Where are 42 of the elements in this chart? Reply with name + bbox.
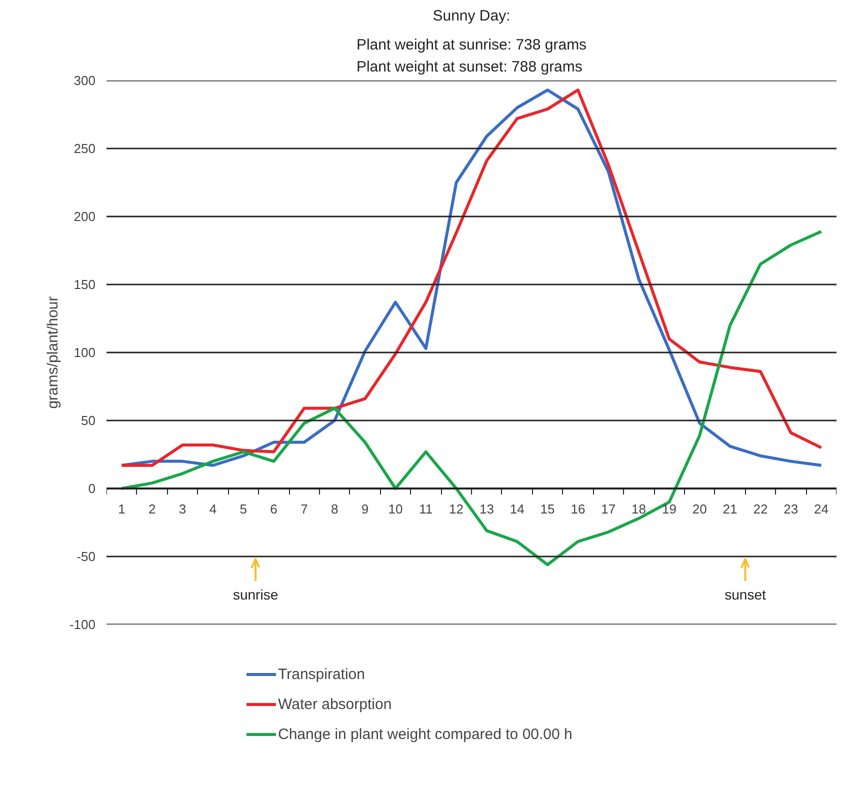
x-tick-label: 3 (178, 502, 186, 516)
x-tick-label: 24 (814, 502, 829, 516)
y-tick-label: 0 (88, 481, 96, 496)
legend-label: Water absorption (278, 696, 392, 712)
x-tick-label: 8 (331, 502, 338, 516)
x-tick-label: 9 (361, 502, 369, 516)
x-tick-label: 1 (118, 502, 126, 516)
x-tick-label: 17 (601, 502, 616, 516)
y-tick-label: 200 (74, 209, 96, 224)
y-axis-title: grams/plant/hour (44, 296, 62, 409)
x-tick-label: 22 (753, 502, 768, 516)
y-tick-label: 50 (81, 413, 96, 428)
ref-line-label: sunrise (232, 586, 278, 602)
y-tick-label: 300 (74, 73, 96, 88)
ref-line-label: sunset (724, 586, 766, 602)
x-tick-label: 15 (540, 502, 555, 516)
y-tick-label: -50 (76, 549, 96, 564)
y-tick-label: 100 (74, 345, 96, 360)
x-tick-label: 5 (240, 502, 247, 516)
x-tick-label: 6 (270, 502, 278, 516)
x-tick-label: 19 (662, 502, 676, 516)
x-tick-label: 21 (722, 502, 738, 516)
x-tick-label: 12 (449, 502, 464, 516)
x-tick-label: 16 (570, 502, 586, 516)
legend-label: Change in plant weight compared to 00.00 h (278, 726, 572, 742)
y-tick-label: 250 (74, 141, 96, 156)
x-tick-label: 10 (388, 502, 403, 516)
x-tick-label: 7 (300, 502, 308, 516)
y-tick-label: -100 (69, 617, 96, 632)
x-tick-label: 4 (209, 502, 217, 516)
x-tick-label: 23 (784, 502, 798, 516)
y-tick-label: 150 (74, 277, 96, 292)
x-tick-label: 2 (148, 502, 156, 516)
x-tick-label: 18 (632, 502, 646, 516)
line-series (120, 88, 823, 467)
chart-subtitle: Plant weight at sunrise: 738 grams Plant weight at sunset: 788 grams (356, 36, 587, 76)
x-tick-label: 11 (419, 502, 433, 516)
x-tick-label: 13 (479, 502, 494, 516)
legend-label: Transpiration (278, 666, 365, 682)
x-tick-label: 14 (510, 502, 524, 516)
x-tick-label: 20 (692, 502, 707, 516)
chart-title: Sunny Day: (432, 8, 510, 24)
